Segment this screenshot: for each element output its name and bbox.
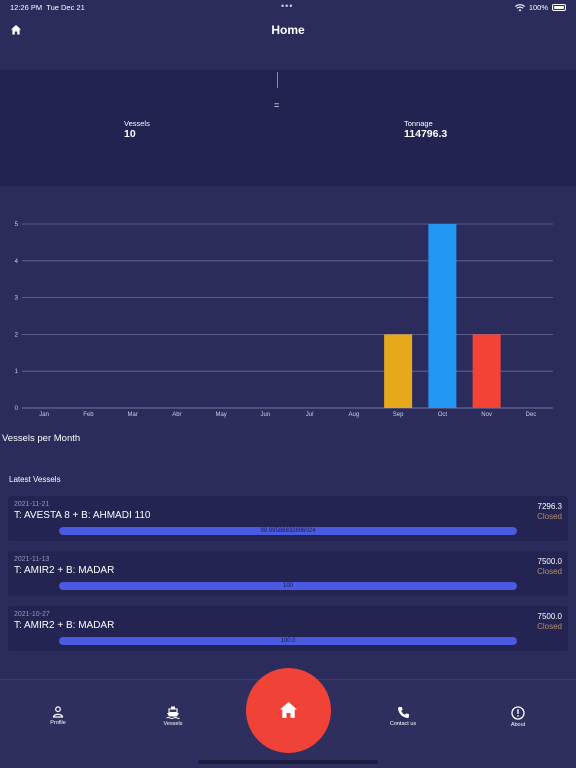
home-indicator <box>198 760 378 764</box>
vessel-tonnage: 7500.0 <box>537 612 562 621</box>
multitasking-dots-icon[interactable]: ••• <box>281 1 294 11</box>
y-tick-label: 4 <box>15 259 19 265</box>
vessel-card[interactable]: 2021-11-13 T: AMIR2 + B: MADAR 7500.0 Cl… <box>8 551 568 596</box>
tab-about[interactable]: About <box>488 706 548 728</box>
x-tick-label: Mar <box>127 412 137 418</box>
vessel-progress-text: 99.99588832696024 <box>260 528 316 534</box>
battery-percent: 100% <box>528 3 548 12</box>
vessel-status: Closed <box>537 622 562 631</box>
vessel-progress-text: 100 <box>282 583 293 589</box>
vessels-count: 10 <box>124 128 136 140</box>
x-tick-label: Aug <box>349 412 360 418</box>
vessels-label: Vessels <box>124 119 150 128</box>
header: Home <box>0 14 576 44</box>
vessel-progress-bar: 99.99588832696024 <box>59 527 517 535</box>
tab-contact[interactable]: Contact us <box>373 706 433 727</box>
tab-profile-label: Profile <box>50 720 66 726</box>
vessel-card[interactable]: 2021-10-27 T: AMIR2 + B: MADAR 7500.0 Cl… <box>8 606 568 651</box>
phone-icon <box>397 707 409 718</box>
y-tick-label: 2 <box>15 332 19 338</box>
x-tick-label: Sep <box>393 412 404 418</box>
chart-bar-oct <box>428 224 457 408</box>
wifi-icon <box>514 3 525 11</box>
x-tick-label: Nov <box>481 412 492 418</box>
vessel-name: T: AMIR2 + B: MADAR <box>14 620 115 631</box>
page-title: Home <box>271 23 305 37</box>
x-tick-label: Oct <box>438 412 448 418</box>
y-tick-label: 5 <box>15 222 19 228</box>
vessel-card[interactable]: 2021-11-21 T: AVESTA 8 + B: AHMADI 110 7… <box>8 496 568 541</box>
tab-vessels[interactable]: Vessels <box>143 706 203 727</box>
vessel-progress-fill <box>59 582 517 590</box>
y-tick-label: 1 <box>15 369 19 375</box>
x-tick-label: Jul <box>306 412 314 418</box>
x-tick-label: Jun <box>261 412 271 418</box>
summary-divider <box>277 72 278 88</box>
vessel-tonnage: 7296.3 <box>537 502 562 511</box>
chart-bar-sep <box>384 334 413 408</box>
vessel-date: 2021-11-13 <box>14 556 50 563</box>
summary-panel: = Vessels 10 Tonnage 114796.3 <box>0 70 576 186</box>
vessel-progress-bar: 100.0 <box>59 637 517 645</box>
vessel-progress-bar: 100 <box>59 582 517 590</box>
vessel-progress-fill <box>59 527 517 535</box>
status-right: 100% <box>514 3 566 12</box>
summary-equals: = <box>274 100 280 110</box>
vessel-progress-fill <box>59 637 517 645</box>
home-fab-button[interactable] <box>246 668 331 753</box>
tab-about-label: About <box>510 722 526 728</box>
latest-vessels-title: Latest Vessels <box>9 475 61 484</box>
vessel-name: T: AVESTA 8 + B: AHMADI 110 <box>14 510 151 521</box>
chart-title: Vessels per Month <box>2 433 81 444</box>
vessel-status: Closed <box>537 567 562 576</box>
vessel-status: Closed <box>537 512 562 521</box>
vessel-tonnage: 7500.0 <box>537 557 562 566</box>
chart-svg: 0 1 2 3 4 5 Jan Feb Mar Abr May Jun Jul Aug Sep Oct Nov D… <box>15 222 553 418</box>
x-tick-label: May <box>215 412 226 418</box>
y-tick-label: 3 <box>15 296 19 302</box>
tab-vessels-label: Vessels <box>163 721 183 727</box>
ship-icon <box>166 706 180 719</box>
battery-icon <box>552 4 566 11</box>
vessel-progress-text: 100.0 <box>280 638 296 644</box>
tab-profile[interactable]: Profile <box>28 706 88 726</box>
vessel-name: T: AMIR2 + B: MADAR <box>14 565 115 576</box>
person-icon <box>52 706 64 718</box>
x-tick-label: Dec <box>526 412 537 418</box>
info-icon <box>511 706 525 720</box>
status-time: 12:26 PM Tue Dec 21 <box>10 3 85 12</box>
x-tick-label: Abr <box>172 412 181 418</box>
home-icon[interactable] <box>10 24 22 36</box>
x-tick-label: Jan <box>39 412 49 418</box>
vessel-date: 2021-10-27 <box>14 611 50 618</box>
x-tick-label: Feb <box>83 412 94 418</box>
vessels-per-month-chart: 0 1 2 3 4 5 Jan Feb Mar Abr May Jun Jul Aug Sep Oct Nov D… <box>0 214 576 424</box>
y-tick-label: 0 <box>15 406 19 412</box>
vessel-date: 2021-11-21 <box>14 501 50 508</box>
status-bar: 12:26 PM Tue Dec 21 ••• 100% <box>0 0 576 14</box>
home-icon <box>280 702 297 718</box>
tonnage-label: Tonnage <box>404 119 433 128</box>
tonnage-value: 114796.3 <box>404 128 448 140</box>
chart-bar-nov <box>472 334 501 408</box>
tab-contact-label: Contact us <box>389 721 417 727</box>
